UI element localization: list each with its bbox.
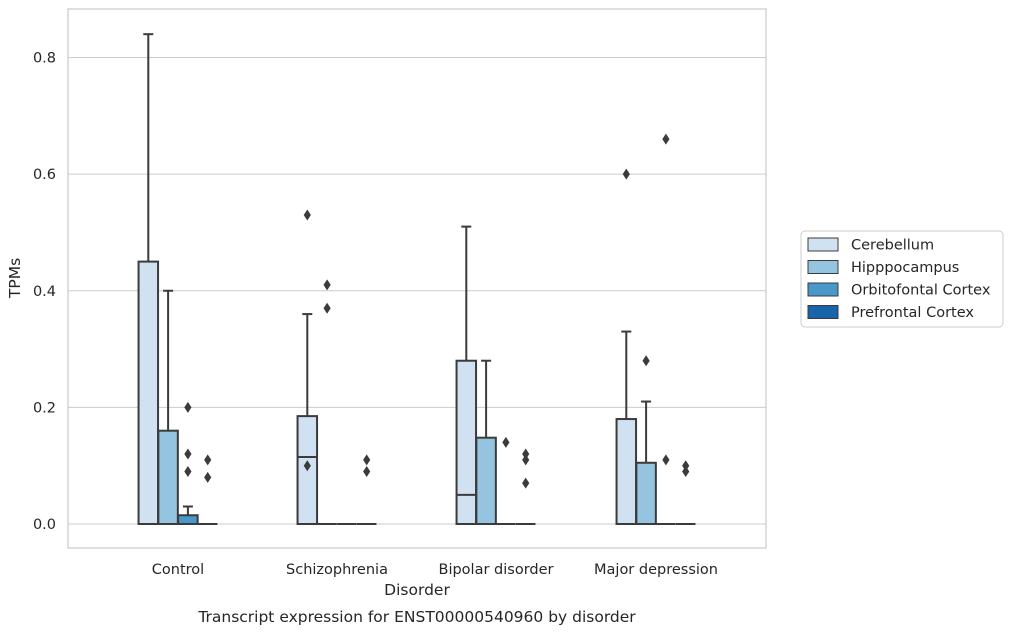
box-body [455, 359, 478, 525]
y-tick-label: 0.4 [33, 284, 56, 300]
outlier-point [363, 454, 371, 466]
outlier-point [522, 448, 530, 460]
legend-swatch [807, 305, 839, 319]
legend-label: Cerebellum [851, 238, 934, 254]
box-body [635, 461, 657, 526]
box-cerebellum [296, 313, 319, 526]
box-cerebellum [137, 33, 160, 525]
legend-swatch [807, 260, 839, 274]
chart-caption: Transcript expression for ENST0000054096… [197, 608, 636, 626]
y-tick-label: 0.6 [33, 167, 56, 183]
legend-items: Cerebellum Hipppocampus Orbitofontal Corte… [807, 237, 991, 321]
legend-swatch [807, 237, 839, 252]
box-body [475, 436, 497, 526]
x-tick-label: Major depression [594, 562, 718, 578]
outlier-point [522, 454, 530, 466]
y-axis-title: TPMs [6, 258, 24, 299]
outlier-point [323, 302, 331, 314]
box-cerebellum [615, 330, 638, 526]
box-hipppocampus [635, 400, 657, 526]
y-tick-label: 0.2 [33, 400, 56, 416]
legend: Cerebellum Hipppocampus Orbitofontal Corte… [800, 230, 1004, 328]
y-tick-label: 0.0 [33, 517, 56, 533]
outlier-point [662, 454, 670, 466]
outliers [184, 133, 690, 489]
outlier-point [502, 436, 510, 448]
boxes [137, 33, 696, 526]
outlier-point [662, 133, 670, 145]
outlier-point [642, 355, 650, 367]
outlier-point [303, 209, 311, 221]
plot-frame [67, 8, 767, 549]
outlier-point [204, 471, 212, 483]
outlier-point [184, 401, 192, 413]
outlier-point [682, 466, 690, 478]
box-body [157, 429, 179, 526]
box-body [177, 514, 199, 525]
box-body [615, 418, 638, 526]
outlier-point [363, 466, 371, 478]
outlier-point [184, 448, 192, 460]
outlier-point [622, 168, 630, 180]
box-orbitofontal-cortex [177, 505, 199, 525]
outlier-point [303, 460, 311, 472]
legend-frame [800, 230, 1004, 328]
x-axis-title: Disorder [384, 581, 450, 599]
x-tick-label: Bipolar disorder [439, 562, 554, 578]
outlier-point [522, 477, 530, 489]
box-body [137, 260, 160, 525]
legend-label: Hipppocampus [851, 260, 959, 276]
y-tick-label: 0.8 [33, 51, 56, 67]
outlier-point [184, 466, 192, 478]
legend-label: Prefrontal Cortex [851, 305, 974, 321]
y-tick-labels: 0.0 0.2 0.4 0.6 0.8 [33, 51, 56, 534]
legend-swatch [807, 282, 839, 297]
box-hipppocampus [475, 359, 497, 526]
outlier-point [204, 454, 212, 466]
box-hipppocampus [157, 289, 179, 526]
x-tick-label: Schizophrenia [286, 562, 388, 578]
box-cerebellum [455, 225, 478, 525]
x-tick-label: Control [152, 562, 204, 578]
outlier-point [682, 460, 690, 472]
legend-label: Orbitofontal Cortex [851, 283, 991, 299]
x-tick-labels: Control Schizophrenia Bipolar disorder Majo… [152, 562, 718, 578]
outlier-point [323, 279, 331, 291]
